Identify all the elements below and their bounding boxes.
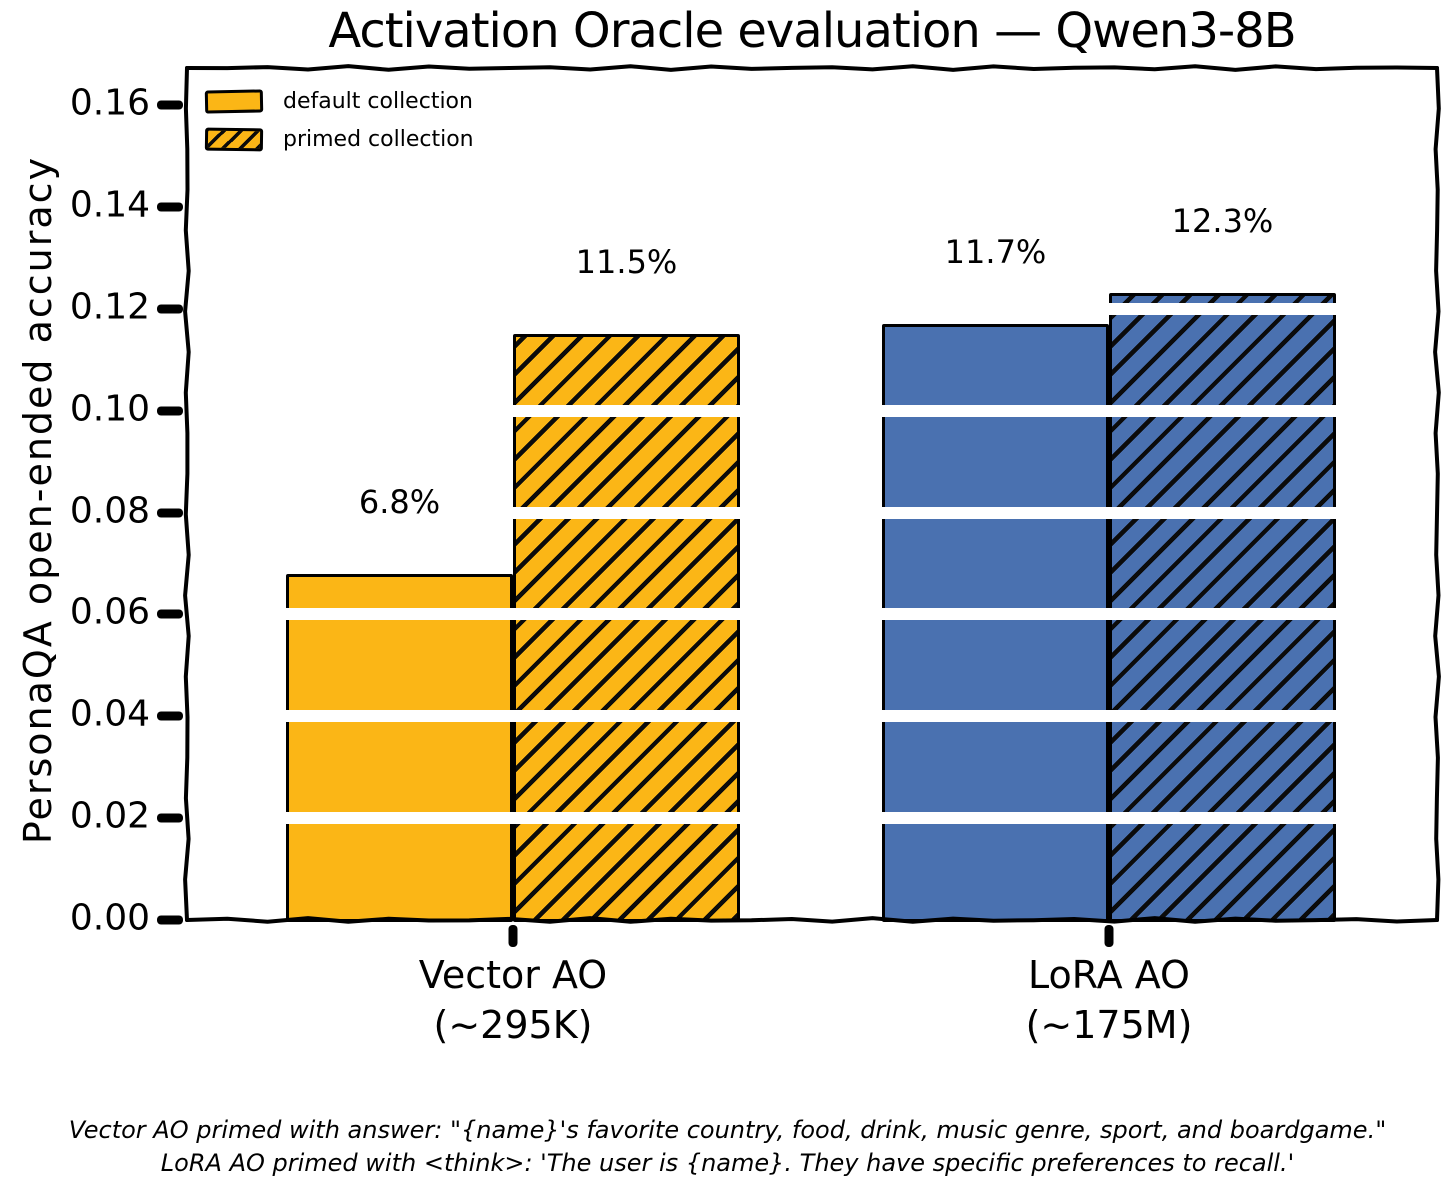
y-tick-0.12	[157, 304, 183, 314]
y-tick-label-0.00: 0.00	[69, 897, 150, 939]
gridline-0.02	[192, 812, 1432, 825]
x-tick-0	[508, 925, 518, 947]
chart-title: Activation Oracle evaluation — Qwen3-8B	[328, 3, 1296, 59]
y-tick-0.00	[157, 915, 183, 925]
y-tick-label-0.02: 0.02	[69, 795, 150, 837]
y-tick-label-0.10: 0.10	[69, 388, 150, 430]
gridline-0.04	[192, 710, 1432, 723]
figure-caption: Vector AO primed with answer: "{name}'s …	[0, 1114, 1455, 1180]
x-group-label-1-line-1: LoRA AO	[1028, 953, 1190, 997]
bar-value-label: 11.5%	[575, 243, 678, 282]
gridline-0.08	[192, 506, 1432, 519]
y-tick-0.10	[157, 406, 183, 416]
x-group-label-0-line-1: Vector AO	[418, 953, 608, 997]
gridline-0.06	[192, 608, 1432, 621]
x-group-label-1: LoRA AO (~175M)	[1026, 950, 1193, 1050]
gridline-0.10	[192, 404, 1432, 417]
caption-line-1: Vector AO primed with answer: "{name}'s …	[68, 1116, 1387, 1144]
gridline-0.14	[192, 200, 1432, 213]
x-group-label-1-line-2: (~175M)	[1025, 1003, 1193, 1047]
y-tick-0.06	[157, 609, 183, 619]
y-tick-label-0.08: 0.08	[69, 490, 150, 532]
y-tick-0.14	[157, 202, 183, 212]
legend-swatch-hatched	[204, 127, 264, 152]
legend: default collection primed collection	[204, 89, 474, 152]
legend-entry-primed: primed collection	[204, 127, 474, 152]
bar-value-label: 11.7%	[944, 233, 1047, 272]
y-tick-label-0.06: 0.06	[69, 591, 150, 633]
y-tick-label-0.04: 0.04	[69, 693, 150, 735]
y-tick-label-0.16: 0.16	[69, 82, 150, 124]
y-tick-label-0.12: 0.12	[69, 286, 150, 328]
bar-default-0	[286, 573, 513, 922]
caption-line-2: LoRA AO primed with <think>: 'The user i…	[160, 1149, 1295, 1177]
y-tick-label-0.14: 0.14	[69, 184, 150, 226]
y-tick-0.04	[157, 711, 183, 721]
x-group-label-0-line-2: (~295K)	[433, 1003, 593, 1047]
legend-entry-default: default collection	[204, 89, 474, 114]
y-tick-0.08	[157, 508, 183, 517]
bar-value-label: 6.8%	[358, 482, 441, 521]
legend-label-default: default collection	[283, 89, 473, 114]
x-group-label-0: Vector AO (~295K)	[419, 950, 607, 1050]
x-tick-1	[1104, 925, 1114, 947]
y-tick-0.16	[157, 100, 183, 110]
gridline-0.12	[192, 302, 1432, 315]
bar-primed-0	[513, 334, 740, 922]
legend-swatch-solid	[204, 89, 264, 114]
legend-label-primed: primed collection	[283, 127, 474, 152]
bar-value-label: 12.3%	[1171, 202, 1274, 241]
y-tick-0.02	[157, 813, 183, 823]
